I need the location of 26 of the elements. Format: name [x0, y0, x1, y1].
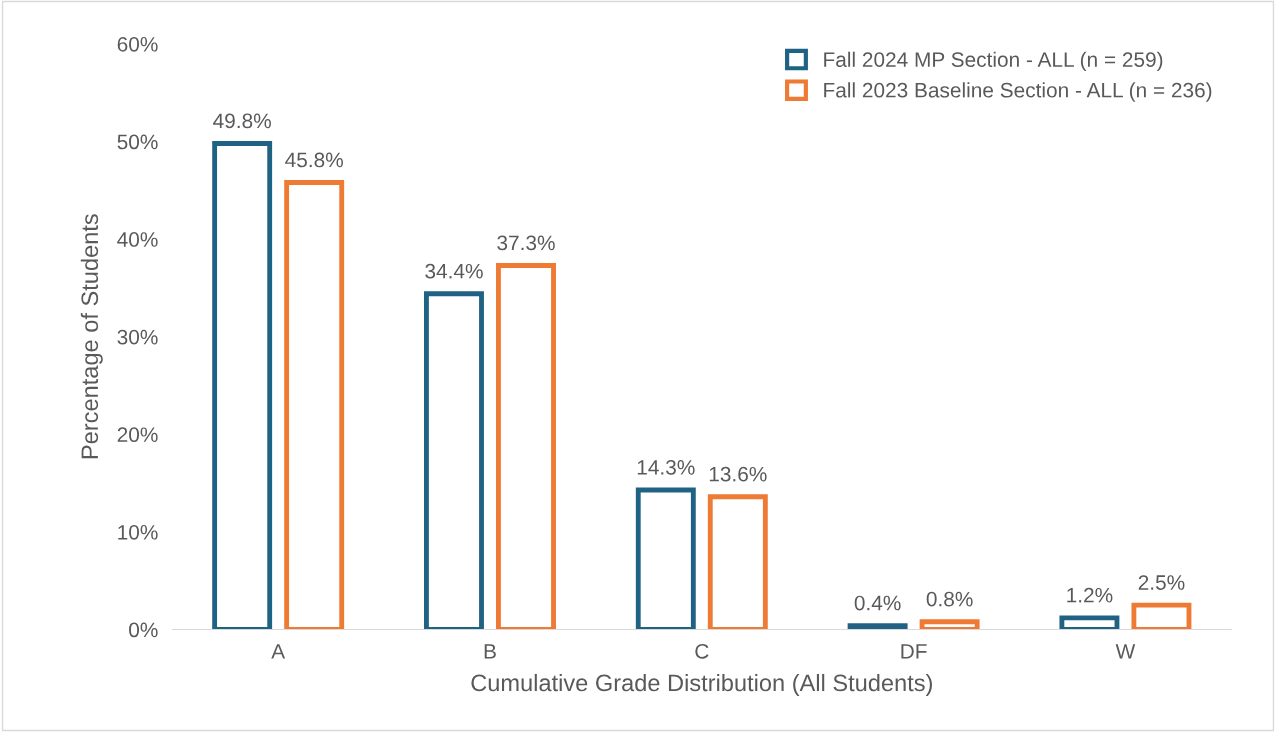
x-tick-label: DF	[901, 644, 927, 659]
y-tick-label: 0%	[129, 622, 158, 638]
y-tick-label: 60%	[117, 36, 158, 52]
y-tick-label: 20%	[117, 427, 158, 443]
data-label: 1.2%	[1067, 587, 1113, 603]
y-tick-label: 10%	[118, 524, 158, 540]
data-label: 0.4%	[854, 595, 901, 611]
data-label: 45.8%	[285, 152, 343, 168]
data-label: 13.6%	[709, 466, 767, 482]
y-tick-label: 30%	[117, 329, 158, 345]
x-tick-label: C	[695, 643, 709, 659]
y-axis-title: Percentage of Students	[80, 214, 103, 459]
x-tick-label: A	[271, 644, 286, 659]
x-tick-label: B	[484, 644, 496, 659]
data-label: 0.8%	[926, 591, 973, 607]
data-label: 49.8%	[213, 113, 271, 129]
data-label: 34.4%	[425, 263, 483, 279]
x-axis-title: Cumulative Grade Distribution (All Students)	[471, 673, 932, 696]
legend-label: Fall 2023 Baseline Section - ALL (n = 236)	[824, 82, 1212, 102]
data-label: 2.5%	[1138, 575, 1185, 590]
data-label: 14.3%	[637, 459, 695, 475]
y-tick-label: 50%	[117, 134, 158, 150]
y-tick-label: 40%	[117, 232, 158, 247]
legend-label: Fall 2024 MP Section - ALL (n = 259)	[824, 51, 1163, 72]
data-label: 37.3%	[497, 235, 555, 251]
x-tick-label: W	[1115, 644, 1136, 659]
